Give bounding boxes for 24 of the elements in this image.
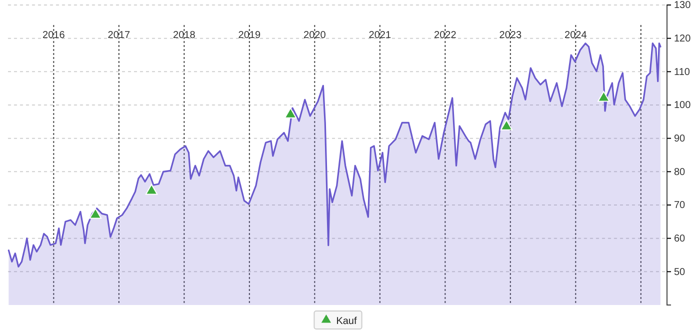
x-tick-label: 2022 — [434, 30, 457, 41]
point — [89, 208, 102, 219]
x-tick-label: 2023 — [499, 30, 522, 41]
x-tick-label: 2024 — [564, 30, 588, 41]
legend-label: Kauf — [336, 316, 357, 327]
y-tick-label: 60 — [674, 234, 686, 245]
x-tick-label: 2019 — [238, 30, 261, 41]
y-tick-label: 70 — [674, 200, 686, 212]
x-tick-label: 2017 — [108, 30, 130, 41]
point — [598, 90, 610, 102]
y-tick-label: 90 — [674, 134, 686, 145]
y-tick-label: 100 — [674, 100, 692, 112]
y-tick-label: 50 — [674, 266, 686, 278]
y-tick-label: 110 — [674, 66, 690, 78]
x-tick-label: 2020 — [304, 30, 326, 41]
point — [145, 184, 158, 195]
y-tick-label: 130 — [674, 0, 692, 12]
x-tick-label: 2021 — [368, 30, 392, 41]
point — [500, 120, 513, 130]
x-tick-label: 2018 — [173, 30, 196, 41]
y-tick-label: 120 — [674, 34, 692, 45]
y-tick-label: 80 — [674, 166, 686, 178]
x-tick-label: 2016 — [42, 30, 66, 41]
point — [284, 108, 297, 118]
